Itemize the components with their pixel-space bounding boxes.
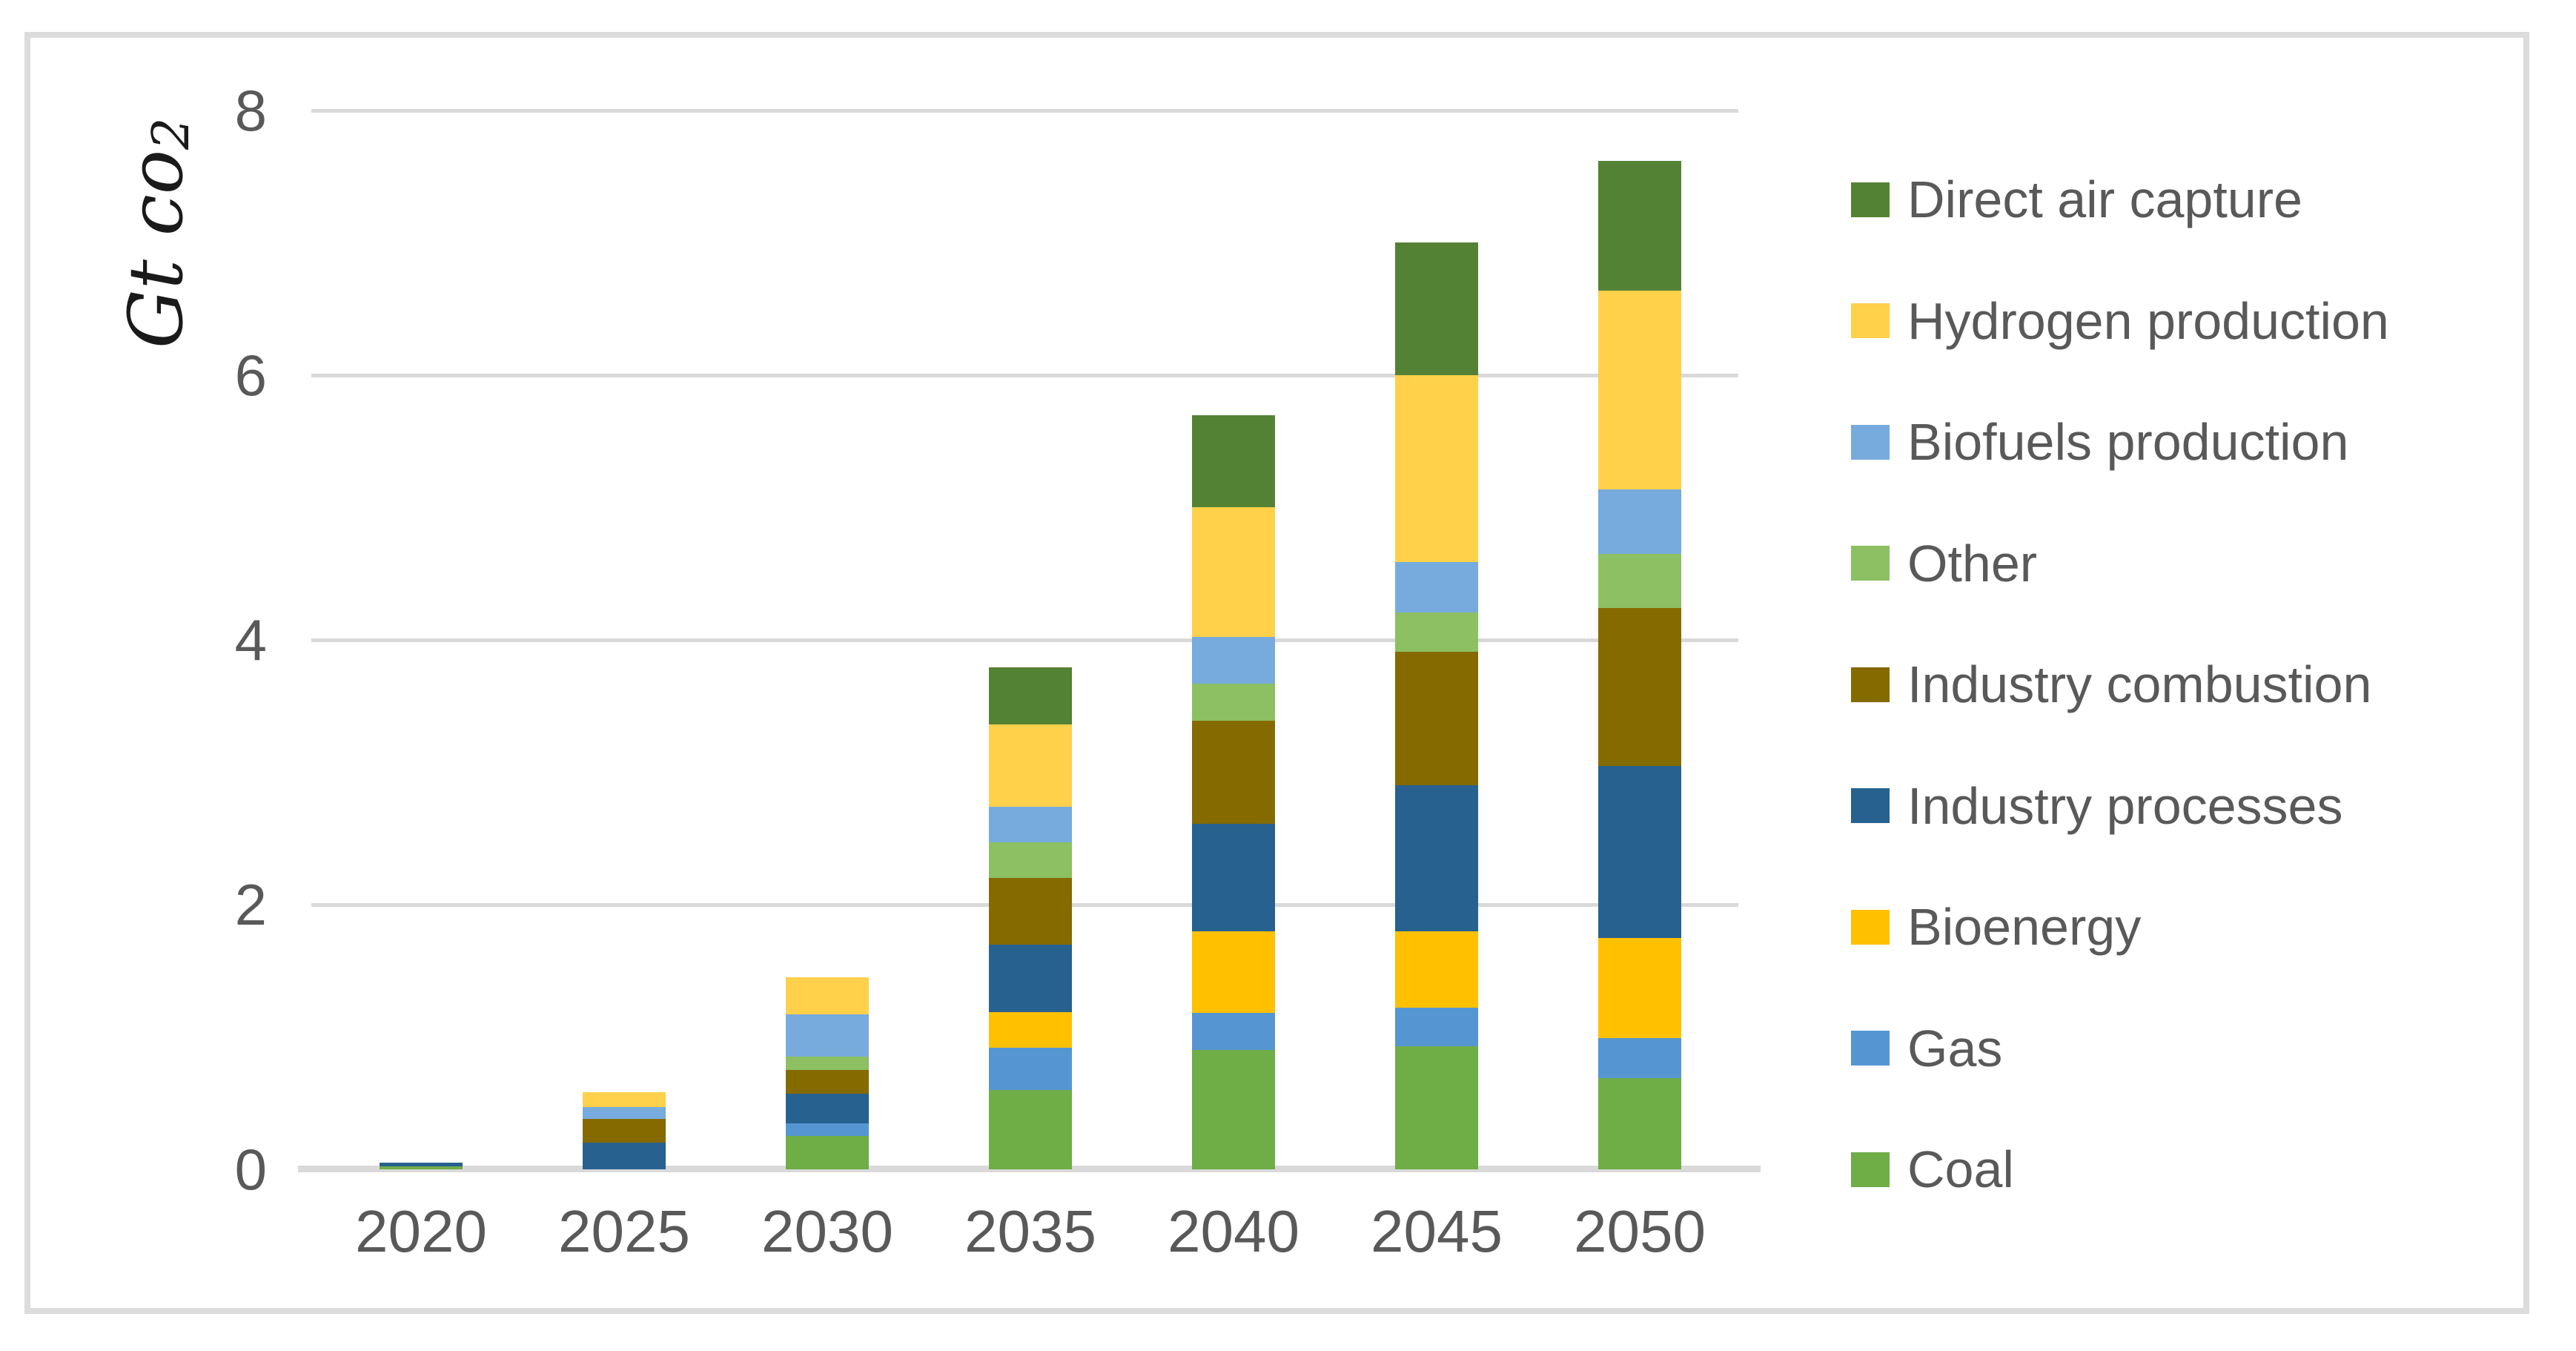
legend-label: Industry processes	[1907, 776, 2343, 835]
legend-item-industry-combustion: Industry combustion	[1851, 655, 2371, 714]
x-tick-label-2025: 2025	[558, 1198, 690, 1264]
gridline-4	[311, 638, 1738, 642]
bar-segment-2035-other	[989, 842, 1072, 878]
bar-segment-2040-biofuels-production	[1192, 637, 1275, 684]
bar-segment-2030-coal	[786, 1136, 869, 1169]
bar-segment-2045-bioenergy	[1395, 931, 1478, 1008]
bar-segment-2040-industry-processes	[1192, 824, 1275, 931]
bar-segment-2045-other	[1395, 612, 1478, 652]
legend-label: Other	[1907, 534, 2038, 592]
bar-segment-2050-hydrogen-production	[1598, 291, 1681, 489]
x-tick-label-2040: 2040	[1168, 1198, 1299, 1264]
bar-segment-2045-industry-combustion	[1395, 652, 1478, 785]
x-tick-label-2045: 2045	[1371, 1198, 1503, 1264]
bar-segment-2035-hydrogen-production	[989, 724, 1072, 807]
bar-segment-2030-hydrogen-production	[786, 977, 869, 1014]
bar-segment-2020-coal	[380, 1166, 463, 1169]
legend-item-other: Other	[1851, 534, 2037, 593]
bar-segment-2030-industry-combustion	[786, 1070, 869, 1094]
bar-segment-2045-gas	[1395, 1008, 1478, 1046]
x-tick-label-2020: 2020	[355, 1198, 487, 1264]
legend-label: Gas	[1907, 1019, 2003, 1077]
y-axis-title-text: Gt co	[113, 149, 199, 349]
bar-segment-2025-biofuels-production	[583, 1107, 666, 1119]
bar-segment-2040-hydrogen-production	[1192, 507, 1275, 637]
legend-item-gas: Gas	[1851, 1019, 2002, 1078]
x-tick-label-2035: 2035	[964, 1198, 1096, 1264]
bar-segment-2035-industry-processes	[989, 945, 1072, 1012]
bar-segment-2025-industry-combustion	[583, 1119, 666, 1143]
bar-segment-2035-gas	[989, 1048, 1072, 1090]
legend-label: Bioenergy	[1907, 898, 2142, 956]
legend-item-direct-air-capture: Direct air capture	[1851, 170, 2302, 229]
legend-swatch-direct-air-capture	[1851, 182, 1890, 217]
legend-swatch-industry-combustion	[1851, 667, 1890, 702]
y-tick-label-4: 4	[234, 607, 267, 673]
legend-label: Industry combustion	[1907, 655, 2372, 713]
bar-segment-2035-bioenergy	[989, 1012, 1072, 1048]
y-tick-label-6: 6	[234, 343, 267, 408]
bar-segment-2045-coal	[1395, 1046, 1478, 1169]
chart-figure-frame	[24, 32, 2529, 1314]
bar-segment-2025-industry-processes	[583, 1143, 666, 1169]
bar-segment-2035-coal	[989, 1090, 1072, 1169]
bar-segment-2045-industry-processes	[1395, 785, 1478, 931]
bar-segment-2045-direct-air-capture	[1395, 242, 1478, 375]
bar-segment-2025-hydrogen-production	[583, 1092, 666, 1107]
legend-label: Hydrogen production	[1907, 291, 2389, 350]
y-tick-label-8: 8	[234, 78, 267, 143]
bar-segment-2050-direct-air-capture	[1598, 161, 1681, 291]
bar-segment-2030-industry-processes	[786, 1094, 869, 1123]
bar-segment-2040-gas	[1192, 1013, 1275, 1050]
x-tick-label-2030: 2030	[761, 1198, 893, 1264]
bar-segment-2045-hydrogen-production	[1395, 375, 1478, 562]
bar-segment-2050-industry-combustion	[1598, 608, 1681, 766]
bar-segment-2020-industry-processes	[380, 1163, 463, 1166]
legend-swatch-industry-processes	[1851, 788, 1890, 823]
legend-swatch-gas	[1851, 1031, 1890, 1066]
bar-segment-2050-bioenergy	[1598, 938, 1681, 1038]
legend-label: Coal	[1907, 1140, 2014, 1198]
bar-segment-2030-other	[786, 1057, 869, 1070]
bar-segment-2050-biofuels-production	[1598, 489, 1681, 554]
legend-swatch-hydrogen-production	[1851, 303, 1890, 338]
gridline-6	[311, 374, 1738, 377]
bar-segment-2030-biofuels-production	[786, 1014, 869, 1057]
bar-segment-2040-industry-combustion	[1192, 721, 1275, 824]
legend-swatch-coal	[1851, 1152, 1890, 1187]
legend-swatch-other	[1851, 546, 1890, 581]
legend-swatch-bioenergy	[1851, 909, 1890, 945]
legend-label: Biofuels production	[1907, 413, 2349, 471]
legend-item-industry-processes: Industry processes	[1851, 776, 2342, 836]
legend-label: Direct air capture	[1907, 171, 2302, 228]
legend-swatch-biofuels-production	[1851, 424, 1890, 460]
bar-segment-2030-gas	[786, 1123, 869, 1136]
bar-segment-2050-coal	[1598, 1078, 1681, 1169]
y-tick-label-0: 0	[234, 1137, 267, 1202]
bar-segment-2035-biofuels-production	[989, 807, 1072, 842]
bar-segment-2040-direct-air-capture	[1192, 415, 1275, 507]
x-tick-label-2050: 2050	[1574, 1198, 1706, 1264]
y-tick-label-2: 2	[234, 872, 267, 937]
bar-segment-2035-industry-combustion	[989, 878, 1072, 945]
bar-segment-2040-coal	[1192, 1050, 1275, 1169]
legend-item-hydrogen-production: Hydrogen production	[1851, 291, 2389, 351]
y-axis-title: Gt co2	[113, 111, 201, 349]
legend-item-coal: Coal	[1851, 1140, 2014, 1199]
bar-segment-2035-direct-air-capture	[989, 667, 1072, 724]
bar-segment-2050-other	[1598, 554, 1681, 608]
gridline-8	[311, 109, 1738, 113]
legend-item-biofuels-production: Biofuels production	[1851, 412, 2348, 472]
bar-segment-2050-gas	[1598, 1038, 1681, 1078]
bar-segment-2050-industry-processes	[1598, 766, 1681, 938]
plot-area	[298, 109, 1761, 1172]
bar-segment-2040-other	[1192, 684, 1275, 721]
bar-segment-2045-biofuels-production	[1395, 562, 1478, 612]
bar-segment-2040-bioenergy	[1192, 931, 1275, 1013]
legend-item-bioenergy: Bioenergy	[1851, 897, 2141, 957]
